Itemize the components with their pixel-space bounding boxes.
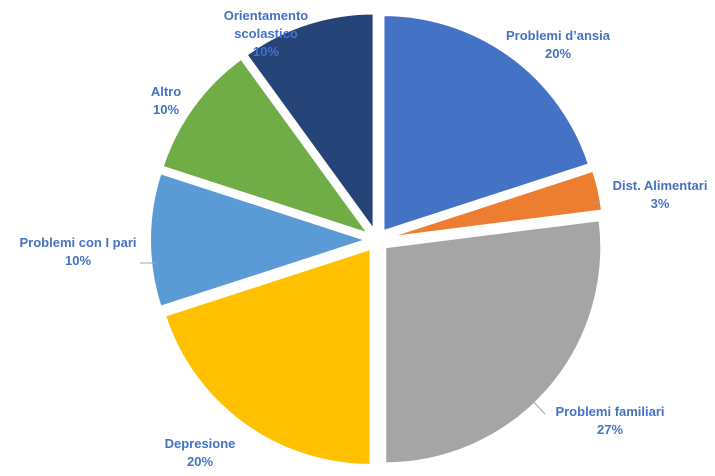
pie-slices [149,12,604,466]
slice-label-4: Problemi con I pari 10% [19,235,136,268]
pie-slice-1 [387,169,604,239]
leader-line-1 [529,397,546,415]
slice-label-0: Problemi d’ansia 20% [506,28,611,61]
slice-labels: Problemi d’ansia 20% Dist. Alimentari 3% Pro… [19,8,707,469]
pie-slice-6 [245,12,375,233]
pie-slice-4 [149,171,370,309]
slice-label-6: Orientamento scolastico 10% [224,8,309,59]
slice-label-5: Altro 10% [151,84,181,117]
leader-lines [140,202,600,415]
slice-label-2: Problemi familiari 27% [555,404,664,437]
slice-label-1: Dist. Alimentari 3% [613,178,708,211]
slice-label-3: Depresione 20% [165,436,236,469]
pie-slice-3 [163,247,372,466]
pie-slice-2 [384,219,603,465]
pie-slice-0 [382,14,591,233]
pie-slice-5 [161,57,371,236]
